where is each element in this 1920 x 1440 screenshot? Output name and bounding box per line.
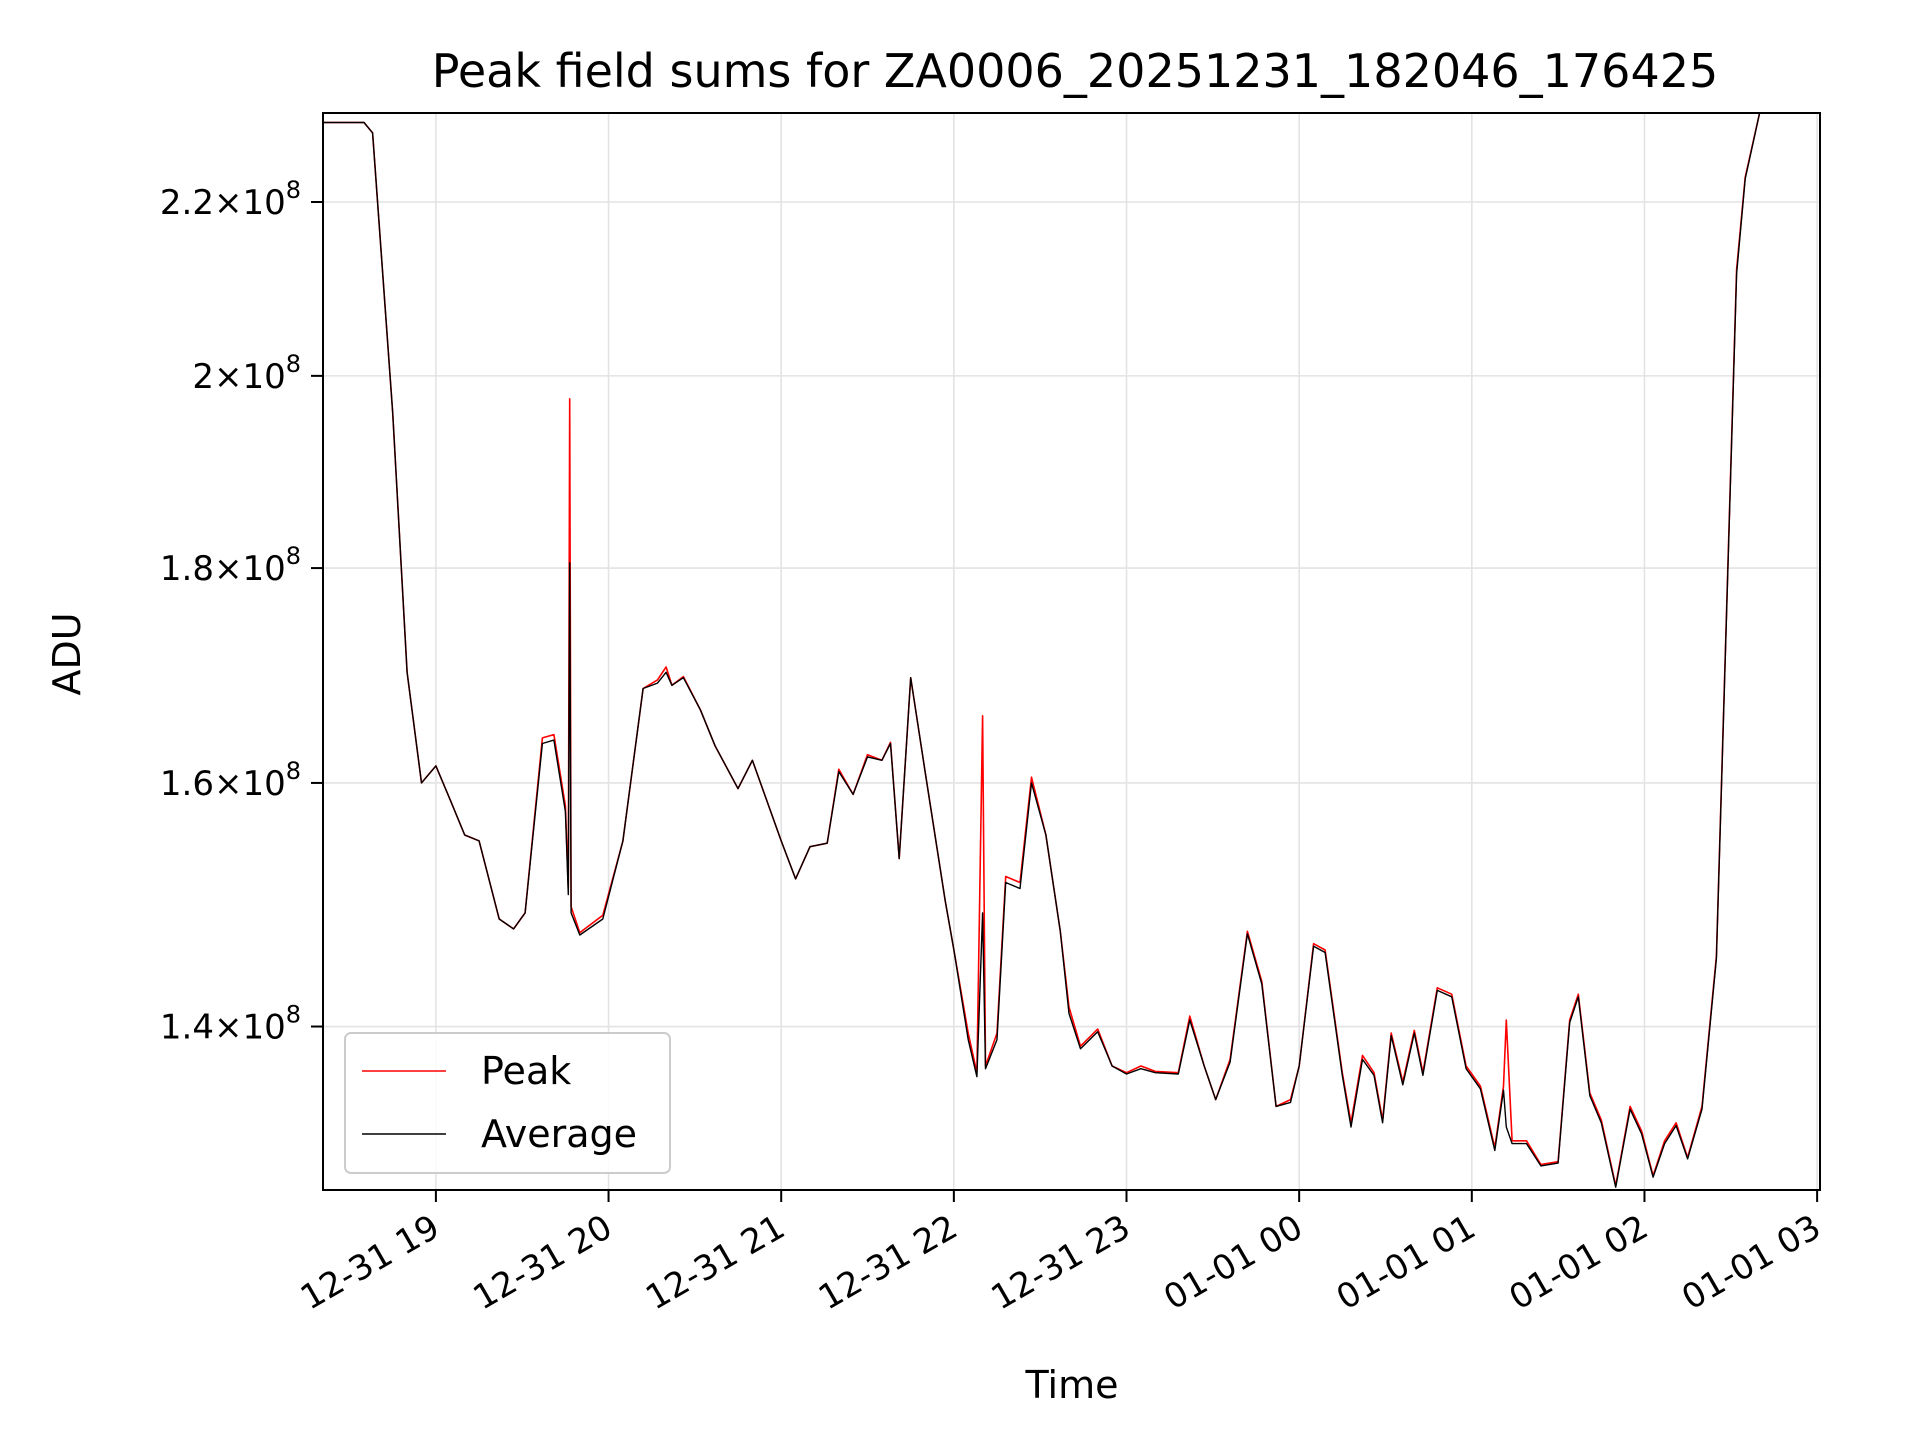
y-tick-base: 10 xyxy=(242,764,285,804)
legend-label-peak: Peak xyxy=(481,1049,571,1093)
y-tick-base: 10 xyxy=(242,357,285,397)
y-tick-exponent: 8 xyxy=(286,176,301,204)
plot-frame xyxy=(322,112,1821,1191)
y-tick-mantissa: 1.4 xyxy=(160,1008,214,1048)
y-tick-label: 1.4×108 xyxy=(160,1001,301,1048)
y-tick-mantissa: 1.8 xyxy=(160,549,214,589)
x-axis-label: Time xyxy=(1025,1363,1119,1407)
legend-box xyxy=(344,1032,671,1174)
y-tick-base: 10 xyxy=(242,183,285,223)
y-tick-times: × xyxy=(214,549,243,589)
y-tick-exponent: 8 xyxy=(286,542,301,570)
y-tick-base: 10 xyxy=(242,549,285,589)
y-tick-times: × xyxy=(214,183,243,223)
y-tick-mantissa: 2.2 xyxy=(160,183,214,223)
y-axis-label: ADU xyxy=(45,612,89,695)
y-tick-mantissa: 2 xyxy=(192,357,214,397)
y-tick-base: 10 xyxy=(242,1008,285,1048)
y-tick-times: × xyxy=(214,357,243,397)
y-tick-times: × xyxy=(214,764,243,804)
y-tick-exponent: 8 xyxy=(286,757,301,785)
chart-title: Peak field sums for ZA0006_20251231_1820… xyxy=(432,44,1719,98)
y-tick-mantissa: 1.6 xyxy=(160,764,214,804)
y-tick-label: 2×108 xyxy=(192,350,301,397)
legend-label-average: Average xyxy=(481,1112,637,1156)
y-tick-label: 2.2×108 xyxy=(160,176,301,223)
y-tick-label: 1.6×108 xyxy=(160,757,301,804)
y-tick-exponent: 8 xyxy=(286,1001,301,1029)
y-tick-exponent: 8 xyxy=(286,350,301,378)
grid xyxy=(323,113,1820,1190)
legend: Peak Average xyxy=(344,1032,671,1174)
y-tick-times: × xyxy=(214,1008,243,1048)
series-lines xyxy=(323,113,1761,1188)
series-line-average xyxy=(323,113,1761,1188)
y-tick-label: 1.8×108 xyxy=(160,542,301,589)
